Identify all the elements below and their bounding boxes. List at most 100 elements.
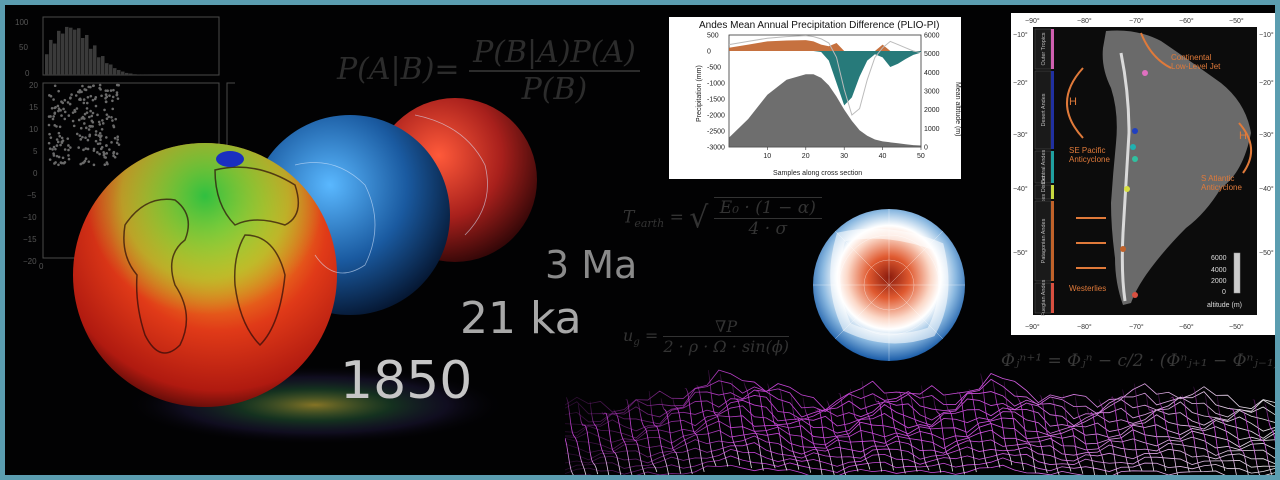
- scatter-point: [104, 100, 108, 103]
- scatter-point: [55, 154, 59, 158]
- scatter-point: [103, 163, 107, 167]
- scatter-point: [115, 93, 119, 96]
- scatter-point: [84, 126, 88, 130]
- scatter-point: [105, 152, 109, 155]
- llj-label: Continental Low-Level Jet: [1171, 53, 1221, 71]
- y-right-tick-label: 1000: [924, 126, 940, 133]
- histogram-bar: [81, 37, 85, 75]
- scatter-point: [50, 106, 54, 110]
- terrain-col: [1122, 389, 1143, 471]
- hist-ytick-0: 0: [25, 69, 30, 78]
- histogram-bar: [109, 64, 113, 75]
- llj-line: Continental: [1171, 53, 1212, 62]
- scatter-point: [82, 98, 86, 101]
- station-marker: [1132, 292, 1138, 298]
- scatter-ytick: −5: [27, 191, 37, 200]
- scatter-point: [98, 131, 102, 135]
- region-label: Outer Tropics: [1041, 32, 1047, 65]
- scatter-point: [52, 154, 56, 157]
- scatter-point: [101, 119, 104, 122]
- terrain-col: [565, 397, 587, 475]
- chart-svg: 10 20 30 40 505000-500-1000-1500-2000-2500-3…: [696, 33, 961, 178]
- terrain-col: [778, 387, 800, 470]
- region-label: Desert Andes: [1041, 93, 1047, 126]
- scatter-point: [84, 157, 88, 161]
- terrain-col: [861, 381, 883, 472]
- map-xtick: −70°: [1129, 323, 1144, 331]
- region-label: Fuegian Andes: [1041, 279, 1047, 316]
- scatter-point: [62, 107, 65, 111]
- scatter-point: [104, 93, 108, 96]
- scatter-point: [106, 162, 109, 166]
- scatter-point: [96, 151, 99, 154]
- scatter-point: [85, 101, 89, 105]
- scatter-point: [56, 104, 60, 108]
- se-pacific-label: SE Pacific Anticyclone: [1069, 146, 1110, 164]
- scatter-point: [53, 124, 57, 127]
- scatter-point: [67, 154, 70, 157]
- scatter-point: [116, 135, 120, 138]
- x-tick-label: 50: [917, 153, 925, 160]
- s-atlantic-line: S Atlantic: [1201, 174, 1234, 183]
- colorbar-tick: 6000: [1211, 255, 1227, 262]
- terrain-col: [1228, 406, 1249, 475]
- scatter-point: [67, 157, 71, 161]
- scatter-point: [110, 116, 113, 119]
- histogram-bar: [85, 34, 89, 75]
- precip-series-area: [729, 51, 921, 106]
- terrain-row: [564, 429, 1275, 454]
- histogram-bar: [57, 30, 61, 76]
- series-line: [728, 35, 922, 116]
- station-marker: [1124, 186, 1130, 192]
- scatter-point: [107, 115, 111, 119]
- westerlies-label: Westerlies: [1069, 284, 1106, 293]
- scatter-point: [74, 94, 78, 97]
- wireframe-terrain: [554, 365, 1275, 475]
- histogram-bar: [113, 68, 117, 75]
- histogram-bar: [61, 33, 65, 75]
- terrain-col: [838, 393, 859, 472]
- scatter-point: [104, 96, 107, 100]
- region-color-bar: [1051, 201, 1054, 281]
- terrain-col: [577, 403, 599, 475]
- terrain-col: [1062, 394, 1084, 474]
- tearth-lhs: T: [623, 207, 635, 228]
- scatter-point: [105, 144, 108, 147]
- terrain-row: [564, 435, 1275, 461]
- chart-ylabel-right: Mean altitude (m): [954, 82, 961, 136]
- scatter-point: [79, 138, 83, 141]
- region-label: Patagonian Andes: [1041, 218, 1047, 263]
- terrain-col: [920, 385, 942, 473]
- terrain-col: [790, 394, 812, 473]
- terrain-col: [601, 411, 622, 475]
- terrain-col: [1015, 390, 1036, 473]
- terrain-row: [564, 455, 1275, 475]
- map-ytick: −20°: [1013, 79, 1028, 87]
- scatter-point: [78, 90, 81, 94]
- scatter-point: [79, 126, 83, 130]
- terrain-row: [564, 405, 1275, 439]
- scatter-point: [96, 113, 99, 117]
- scatter-point: [82, 148, 85, 152]
- histogram-bar: [93, 45, 97, 75]
- scatter-point: [57, 89, 60, 93]
- terrain-row: [571, 464, 1275, 475]
- scatter-point: [99, 138, 102, 142]
- terrain-col: [672, 398, 693, 475]
- map-xtick: −90°: [1025, 323, 1040, 331]
- terrain-col: [932, 395, 954, 472]
- terrain-col: [1216, 395, 1237, 475]
- scatter-point: [113, 136, 117, 140]
- scatter-point: [91, 98, 95, 102]
- scatter-point: [63, 161, 67, 164]
- scatter-point: [49, 136, 53, 139]
- terrain-col: [684, 387, 705, 472]
- map-ytick-right: −10°: [1259, 31, 1274, 39]
- globes-group: [65, 75, 585, 445]
- scatter-point: [69, 96, 72, 99]
- scatter-point: [54, 147, 57, 151]
- scatter-point: [87, 160, 91, 163]
- scatter-point: [86, 147, 90, 151]
- scatter-point: [94, 104, 98, 108]
- scatter-point: [47, 123, 51, 127]
